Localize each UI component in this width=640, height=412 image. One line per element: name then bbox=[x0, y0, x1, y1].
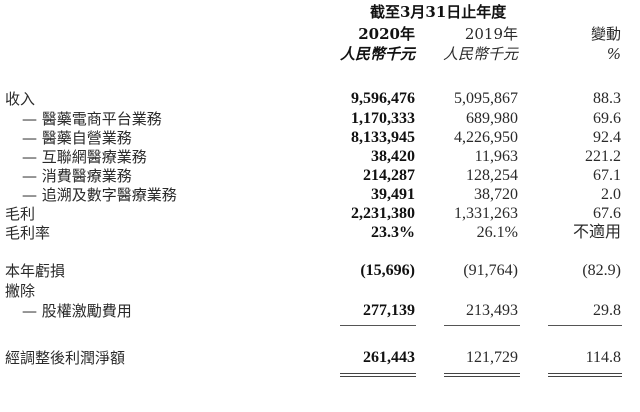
row-label: — 醫藥電商平台業務 bbox=[22, 110, 162, 128]
value-change: 69.6 bbox=[593, 110, 621, 127]
value-change: 88.3 bbox=[593, 90, 621, 107]
row-label: 毛利 bbox=[5, 205, 36, 223]
value-2019: 38,720 bbox=[474, 186, 518, 203]
value-change: 29.8 bbox=[593, 302, 621, 319]
subtotal-line-change bbox=[548, 325, 622, 326]
value-2019: (91,764) bbox=[463, 262, 518, 279]
value-2020: (15,696) bbox=[360, 262, 415, 279]
row-label: — 追溯及數字醫療業務 bbox=[22, 186, 177, 204]
row-label: — 醫藥自營業務 bbox=[22, 129, 132, 147]
value-change: 67.1 bbox=[593, 167, 621, 184]
subtotal-line-2020 bbox=[340, 325, 416, 326]
value-2019: 689,980 bbox=[466, 110, 518, 127]
col-change-header: 變動 bbox=[590, 25, 621, 43]
value-change: 2.0 bbox=[601, 186, 621, 203]
value-2019: 121,729 bbox=[466, 349, 518, 366]
value-2020: 39,491 bbox=[371, 186, 415, 203]
col-change-unit: % bbox=[606, 45, 621, 63]
value-change: (82.9) bbox=[582, 262, 621, 279]
value-2020: 9,596,476 bbox=[351, 90, 415, 107]
row-label: 毛利率 bbox=[5, 224, 51, 242]
value-2019: 1,331,263 bbox=[454, 205, 518, 222]
value-2019: 213,493 bbox=[466, 302, 518, 319]
value-change: 67.6 bbox=[593, 205, 621, 222]
subtotal-line-2019 bbox=[444, 325, 520, 326]
total-double-line-2019 bbox=[444, 373, 520, 377]
value-change: 不適用 bbox=[572, 224, 621, 241]
total-double-line-change bbox=[548, 373, 622, 377]
row-label: — 消費醫療業務 bbox=[22, 167, 132, 185]
value-change: 92.4 bbox=[593, 129, 621, 146]
value-2020: 214,287 bbox=[363, 167, 415, 184]
value-2020: 261,443 bbox=[363, 349, 415, 366]
value-2020: 8,133,945 bbox=[351, 129, 415, 146]
value-2019: 5,095,867 bbox=[454, 90, 518, 107]
value-2020: 38,420 bbox=[371, 148, 415, 165]
row-label: — 股權激勵費用 bbox=[22, 302, 132, 320]
value-change: 114.8 bbox=[585, 349, 621, 366]
col-2020-unit: 人民幣千元 bbox=[339, 45, 415, 63]
col-2019-unit: 人民幣千元 bbox=[442, 45, 518, 63]
value-2020: 277,139 bbox=[363, 302, 415, 319]
value-2020: 2,231,380 bbox=[351, 205, 415, 222]
value-2019: 26.1% bbox=[476, 224, 518, 241]
row-label: — 互聯網醫療業務 bbox=[22, 148, 147, 166]
row-label: 本年虧損 bbox=[5, 262, 66, 280]
value-2019: 128,254 bbox=[466, 167, 518, 184]
col-2019-year: 2019年 bbox=[464, 25, 518, 43]
row-label: 撇除 bbox=[5, 282, 36, 300]
value-2020: 1,170,333 bbox=[351, 110, 415, 127]
value-2019: 11,963 bbox=[474, 148, 518, 165]
value-2019: 4,226,950 bbox=[454, 129, 518, 146]
row-label: 收入 bbox=[5, 90, 36, 108]
value-change: 221.2 bbox=[585, 148, 621, 165]
period-header: 截至3月31日止年度 bbox=[370, 3, 507, 21]
row-label: 經調整後利潤淨額 bbox=[5, 349, 126, 367]
col-2020-year: 2020年 bbox=[358, 25, 415, 43]
value-2020: 23.3% bbox=[371, 224, 415, 241]
total-double-line-2020 bbox=[340, 373, 416, 377]
